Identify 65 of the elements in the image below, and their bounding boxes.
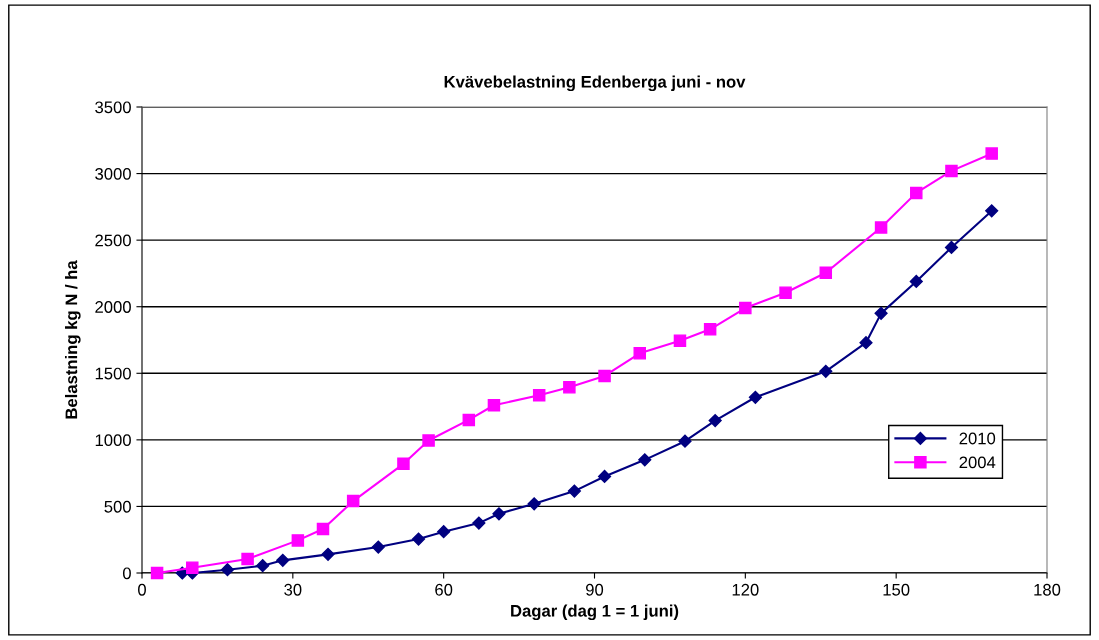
x-tick-label: 30 <box>284 583 302 596</box>
chart-title: Kvävebelastning Edenberga juni - nov <box>444 75 746 92</box>
point <box>673 334 687 347</box>
point <box>186 561 199 574</box>
point <box>859 336 873 350</box>
point <box>819 266 833 280</box>
x-tick-label: 90 <box>586 583 604 596</box>
x-tick-label: 120 <box>732 583 759 596</box>
point <box>411 532 426 546</box>
point <box>220 563 235 577</box>
point <box>256 559 270 573</box>
y-tick-label: 2000 <box>95 301 131 313</box>
point <box>633 347 647 360</box>
y-tick-label: 2500 <box>95 234 131 247</box>
point <box>819 364 833 378</box>
y-axis-title: Belastning kg N / ha <box>65 260 81 419</box>
point <box>910 186 923 200</box>
point <box>708 413 722 428</box>
point <box>321 547 335 561</box>
point <box>492 507 506 521</box>
point <box>874 221 888 234</box>
x-tick-label: 0 <box>138 583 146 596</box>
y-tick-label: 500 <box>104 500 131 513</box>
legend-label: 2010 <box>959 432 996 445</box>
point <box>241 552 254 566</box>
point <box>291 534 305 547</box>
point <box>638 453 652 467</box>
x-tick-label: 60 <box>435 583 453 596</box>
y-tick-label: 1500 <box>95 367 131 380</box>
point <box>944 240 959 255</box>
point <box>985 204 999 218</box>
y-tick-label: 0 <box>122 567 131 580</box>
point <box>150 566 164 580</box>
point <box>472 516 486 530</box>
point <box>678 434 692 448</box>
point <box>527 497 541 511</box>
y-tick-label: 1000 <box>95 434 131 447</box>
point <box>945 164 958 178</box>
point <box>437 525 451 539</box>
point <box>748 390 762 404</box>
point <box>874 306 888 320</box>
x-tick-label: 150 <box>883 583 910 596</box>
y-tick-label: 3500 <box>95 101 131 114</box>
point <box>739 301 752 315</box>
point <box>276 553 290 567</box>
point <box>371 540 385 554</box>
point <box>422 434 435 447</box>
point <box>909 274 923 289</box>
point <box>346 494 360 508</box>
point <box>487 398 501 412</box>
point <box>703 323 717 336</box>
point <box>567 484 581 498</box>
x-axis-title: Dagar (dag 1 = 1 juni) <box>511 604 679 621</box>
point <box>563 381 576 394</box>
y-tick-label: 3000 <box>95 167 131 180</box>
point <box>397 457 410 471</box>
point <box>462 413 476 427</box>
point <box>316 522 330 536</box>
point <box>779 286 792 299</box>
point <box>598 369 611 383</box>
point <box>532 389 546 402</box>
legend-label: 2004 <box>959 456 996 469</box>
point <box>597 469 612 484</box>
point <box>985 147 998 160</box>
x-tick-label: 180 <box>1034 583 1061 596</box>
